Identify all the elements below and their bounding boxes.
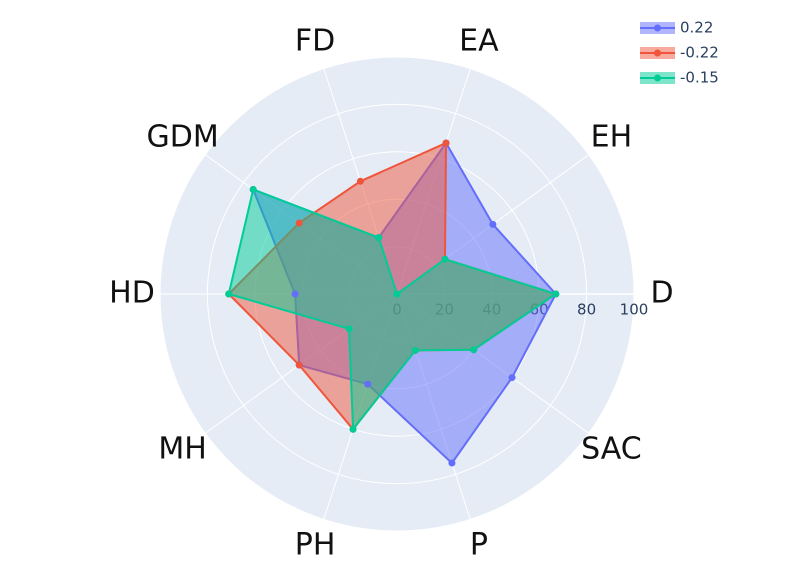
angular-label: SAC bbox=[581, 431, 642, 466]
point bbox=[489, 220, 497, 228]
point bbox=[508, 374, 516, 382]
point bbox=[295, 361, 303, 369]
angular-label: HD bbox=[109, 276, 155, 311]
point bbox=[295, 219, 303, 227]
point bbox=[225, 290, 233, 298]
angular-label: EH bbox=[591, 120, 633, 155]
angular-label: D bbox=[650, 276, 673, 311]
legend-label: -0.22 bbox=[680, 44, 719, 62]
angular-label: PH bbox=[295, 528, 336, 563]
angular-label: FD bbox=[295, 23, 335, 58]
point bbox=[442, 139, 450, 147]
point bbox=[356, 177, 364, 185]
legend-marker bbox=[654, 74, 661, 82]
point bbox=[448, 459, 456, 467]
point bbox=[249, 186, 257, 194]
point bbox=[393, 290, 401, 298]
radial-tick-label: 100 bbox=[620, 301, 649, 319]
point bbox=[441, 255, 449, 263]
legend: 0.22 -0.22 -0.15 bbox=[640, 19, 719, 87]
angular-label: EA bbox=[459, 23, 499, 58]
point bbox=[552, 290, 560, 298]
point bbox=[349, 425, 357, 433]
point bbox=[364, 380, 372, 388]
point bbox=[345, 325, 353, 333]
radial-tick-label: 80 bbox=[577, 301, 596, 319]
legend-label: -0.15 bbox=[680, 69, 719, 87]
legend-marker bbox=[654, 49, 661, 57]
angular-label: GDM bbox=[146, 120, 218, 155]
point bbox=[291, 290, 299, 298]
point bbox=[411, 346, 419, 354]
legend-label: 0.22 bbox=[680, 19, 713, 37]
angular-label: MH bbox=[158, 431, 206, 466]
point bbox=[470, 346, 478, 354]
legend-marker bbox=[654, 24, 661, 32]
angular-label: P bbox=[470, 528, 488, 563]
point bbox=[375, 234, 383, 242]
